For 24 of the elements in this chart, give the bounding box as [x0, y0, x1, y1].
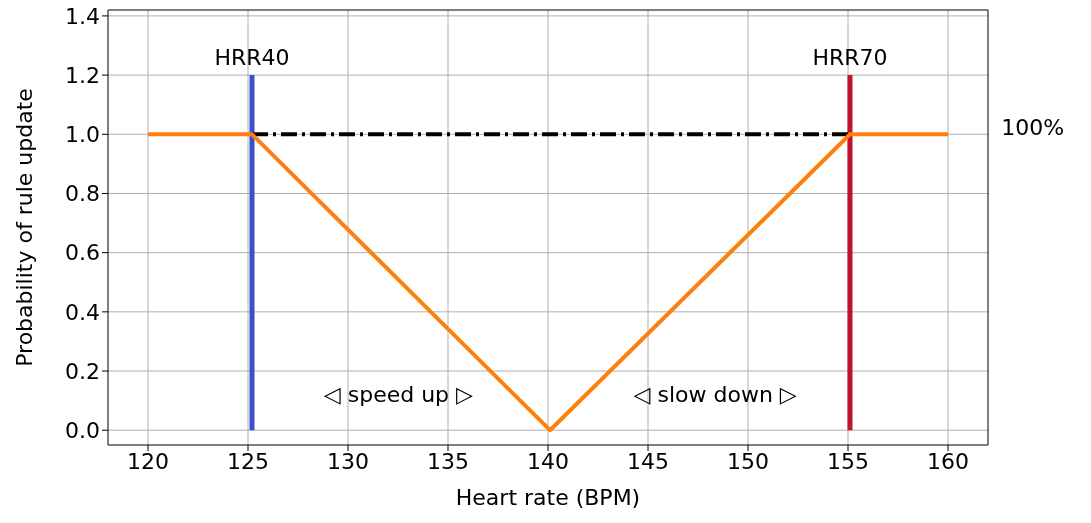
x-tick-label: 145: [627, 448, 669, 474]
ref-line-label: HRR40: [214, 45, 290, 71]
x-tick-label: 130: [327, 448, 369, 474]
y-tick-label: 0.0: [65, 418, 100, 444]
y-tick-label: 0.6: [65, 240, 100, 266]
y-tick-label: 1.2: [65, 62, 100, 88]
y-tick-label: 1.0: [65, 122, 100, 148]
x-tick-label: 150: [727, 448, 769, 474]
y-tick-label: 0.2: [65, 358, 100, 384]
x-tick-label: 120: [127, 448, 169, 474]
x-tick-label: 155: [827, 448, 869, 474]
y-tick-label: 0.4: [65, 299, 100, 325]
x-tick-label: 160: [927, 448, 969, 474]
x-tick-label: 125: [227, 448, 269, 474]
x-tick-label: 140: [527, 448, 569, 474]
text: 100%: [1001, 114, 1065, 140]
y-tick-label: 1.4: [65, 3, 100, 29]
y-axis-title: Probability of rule update: [11, 88, 37, 367]
y-tick-label: 0.8: [65, 181, 100, 207]
annotation: ◁ slow down ▷: [633, 382, 797, 408]
x-tick-label: 135: [427, 448, 469, 474]
x-axis-title: Heart rate (BPM): [455, 485, 641, 510]
ref-line-label: HRR70: [812, 45, 888, 71]
annotation: ◁ speed up ▷: [323, 382, 474, 408]
